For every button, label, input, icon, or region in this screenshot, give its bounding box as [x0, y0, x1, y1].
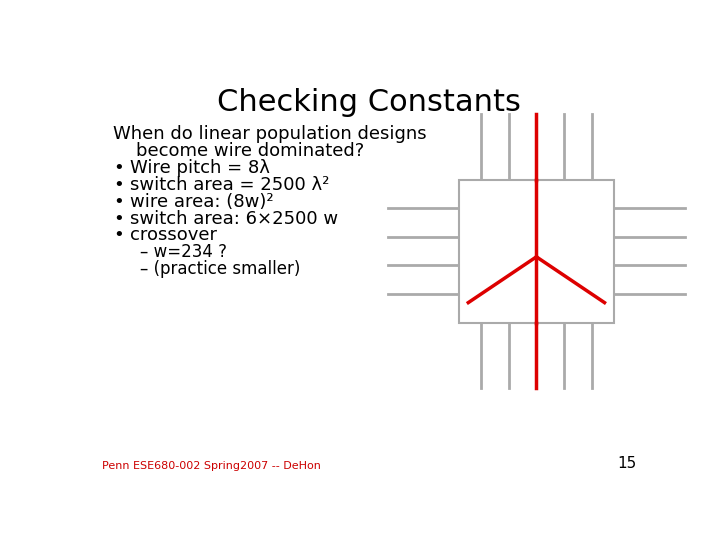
Text: Wire pitch = 8λ: Wire pitch = 8λ — [130, 159, 270, 177]
Text: 15: 15 — [617, 456, 636, 471]
Text: become wire dominated?: become wire dominated? — [113, 142, 364, 160]
Text: – (practice smaller): – (practice smaller) — [140, 260, 301, 279]
Text: wire area: (8w)²: wire area: (8w)² — [130, 193, 274, 211]
Text: •: • — [113, 193, 124, 211]
Text: Checking Constants: Checking Constants — [217, 88, 521, 117]
Text: When do linear population designs: When do linear population designs — [113, 125, 427, 143]
Text: •: • — [113, 159, 124, 177]
Text: Penn ESE680-002 Spring2007 -- DeHon: Penn ESE680-002 Spring2007 -- DeHon — [102, 461, 320, 471]
Text: switch area: 6×2500 w: switch area: 6×2500 w — [130, 210, 338, 227]
Text: crossover: crossover — [130, 226, 217, 245]
Text: – w=234 ?: – w=234 ? — [140, 244, 228, 261]
Text: •: • — [113, 210, 124, 227]
Text: •: • — [113, 226, 124, 245]
Text: switch area = 2500 λ²: switch area = 2500 λ² — [130, 176, 330, 194]
Text: •: • — [113, 176, 124, 194]
Bar — [459, 179, 613, 322]
